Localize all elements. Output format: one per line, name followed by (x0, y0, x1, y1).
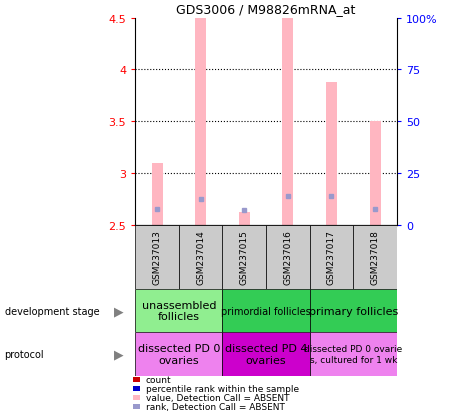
Bar (135, 289, 222, 332)
Text: GSM237018: GSM237018 (371, 230, 380, 285)
Text: dissected PD 4
ovaries: dissected PD 4 ovaries (225, 343, 307, 365)
Text: rank, Detection Call = ABSENT: rank, Detection Call = ABSENT (146, 402, 285, 411)
Bar (152, 163, 162, 225)
Text: ▶: ▶ (115, 348, 124, 361)
Bar (353, 225, 397, 289)
Bar (239, 213, 250, 225)
Text: GSM237017: GSM237017 (327, 230, 336, 285)
Bar (222, 332, 310, 376)
Text: dissected PD 0 ovarie
s, cultured for 1 wk: dissected PD 0 ovarie s, cultured for 1 … (304, 344, 402, 364)
Bar (310, 332, 397, 376)
Bar (179, 225, 222, 289)
Bar (310, 289, 397, 332)
Bar (326, 83, 337, 225)
Text: unassembled
follicles: unassembled follicles (142, 300, 216, 322)
Text: ▶: ▶ (115, 304, 124, 317)
Text: value, Detection Call = ABSENT: value, Detection Call = ABSENT (146, 393, 289, 402)
Text: count: count (146, 375, 171, 384)
Bar (135, 332, 222, 376)
Bar (222, 289, 310, 332)
Text: protocol: protocol (5, 349, 44, 359)
Bar (222, 225, 266, 289)
Text: GSM237016: GSM237016 (283, 230, 292, 285)
Text: GSM237013: GSM237013 (152, 230, 161, 285)
Text: development stage: development stage (5, 306, 99, 316)
Bar (195, 19, 206, 225)
Text: dissected PD 0
ovaries: dissected PD 0 ovaries (138, 343, 220, 365)
Bar (370, 122, 381, 225)
Title: GDS3006 / M98826mRNA_at: GDS3006 / M98826mRNA_at (176, 3, 356, 16)
Text: GSM237014: GSM237014 (196, 230, 205, 285)
Bar (282, 19, 293, 225)
Text: percentile rank within the sample: percentile rank within the sample (146, 384, 299, 393)
Text: primary follicles: primary follicles (308, 306, 398, 316)
Bar (135, 225, 179, 289)
Bar (310, 225, 353, 289)
Text: GSM237015: GSM237015 (240, 230, 249, 285)
Text: primordial follicles: primordial follicles (221, 306, 311, 316)
Bar (266, 225, 310, 289)
